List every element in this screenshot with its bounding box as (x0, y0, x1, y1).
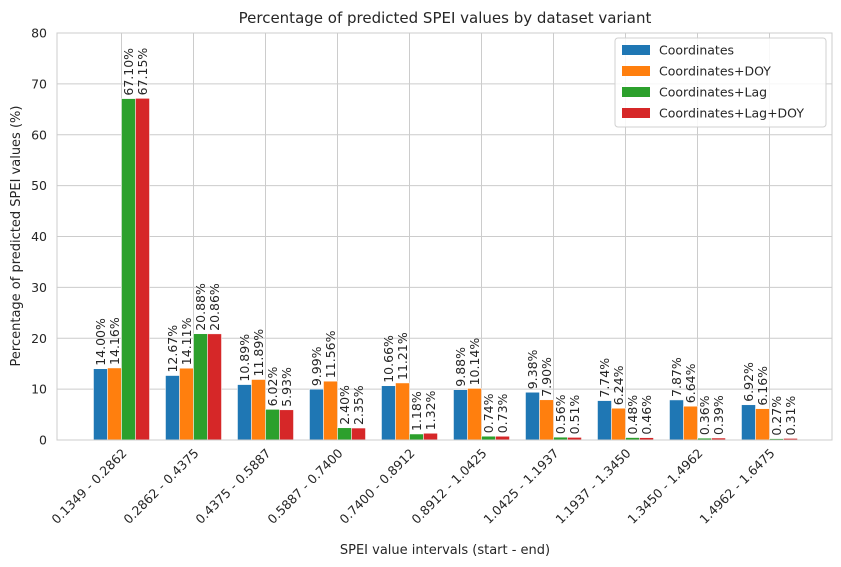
bar-value-label: 7.87% (669, 357, 684, 397)
bar-value-label: 14.00% (93, 318, 108, 366)
bar (669, 399, 684, 441)
y-tick-label: 50 (31, 178, 47, 193)
bars (93, 98, 798, 441)
bar (467, 388, 482, 441)
bar (337, 427, 352, 441)
y-tick-label: 70 (31, 76, 47, 91)
bar-value-label: 12.67% (165, 325, 180, 373)
bar-value-label: 6.64% (683, 363, 698, 403)
bar (309, 388, 324, 441)
bar-value-label: 0.48% (625, 395, 640, 435)
bar (165, 375, 180, 441)
bar (279, 409, 294, 441)
bar-value-label: 67.15% (135, 48, 150, 96)
bar (237, 384, 252, 441)
legend-swatch (622, 108, 650, 118)
y-axis-ticks: 0 10 20 30 40 50 60 70 80 (31, 26, 47, 448)
bar-value-label: 7.74% (597, 358, 612, 398)
plot-border (56, 32, 833, 441)
bar-value-label: 14.11% (179, 317, 194, 365)
bar-value-label: 20.86% (207, 283, 222, 331)
bar-value-label: 1.18% (409, 391, 424, 431)
legend-label: Coordinates+Lag+DOY (659, 106, 804, 121)
bar (755, 408, 770, 441)
y-axis-label: Percentage of predicted SPEI values (%) (9, 106, 24, 367)
bar-value-label: 11.89% (251, 329, 266, 377)
bar-value-label: 6.02% (265, 367, 280, 407)
bar-value-label: 5.93% (279, 367, 294, 407)
bar (525, 392, 540, 441)
bar (351, 427, 366, 441)
bar (395, 382, 410, 441)
bar-value-label: 11.21% (395, 332, 410, 380)
bar-value-label: 10.89% (237, 334, 252, 382)
bar-value-label: 20.88% (193, 283, 208, 331)
bar-value-label: 10.66% (381, 335, 396, 383)
bar-value-label: 6.92% (741, 362, 756, 402)
bar-value-label: 7.90% (539, 357, 554, 397)
bar (193, 333, 208, 441)
bar-value-label: 0.74% (481, 393, 496, 433)
bar (323, 380, 338, 441)
bar (481, 435, 496, 441)
bar (121, 98, 136, 441)
bar (251, 379, 266, 441)
bar-value-label: 6.16% (755, 366, 770, 406)
bar (107, 367, 122, 441)
bar (381, 385, 396, 441)
legend-label: Coordinates+DOY (659, 64, 771, 79)
y-tick-label: 20 (31, 331, 47, 346)
legend-label: Coordinates (659, 43, 734, 58)
legend-swatch (622, 66, 650, 76)
legend: Coordinates Coordinates+DOY Coordinates+La… (614, 37, 827, 128)
bar (93, 368, 108, 441)
bar-value-label: 10.14% (467, 338, 482, 386)
bar (683, 405, 698, 441)
bar-value-label: 2.35% (351, 385, 366, 425)
bar-value-label: 9.88% (453, 347, 468, 387)
y-tick-label: 80 (31, 26, 47, 41)
bar (207, 333, 222, 441)
y-tick-label: 30 (31, 280, 47, 295)
bar (539, 399, 554, 441)
bar-value-label: 0.51% (567, 395, 582, 435)
bar (135, 98, 150, 441)
y-tick-label: 0 (39, 433, 47, 448)
bar-value-label: 0.56% (553, 394, 568, 434)
bar-value-label: 11.56% (323, 330, 338, 378)
bar-value-label: 0.36% (697, 395, 712, 435)
bar (179, 367, 194, 441)
bar (423, 433, 438, 441)
bar-value-label: 9.38% (525, 349, 540, 389)
chart-title: Percentage of predicted SPEI values by d… (239, 9, 652, 27)
data-labels: 14.00% 12.67% 10.89% 9.99% 10.66% 9.88% 9.38% 7… (93, 48, 798, 436)
bar-value-label: 0.73% (495, 393, 510, 433)
bar-value-label: 9.99% (309, 346, 324, 386)
legend-swatch (622, 87, 650, 97)
bar (611, 408, 626, 441)
bar (495, 436, 510, 441)
legend-label: Coordinates+Lag (659, 85, 767, 100)
bar-value-label: 6.24% (611, 365, 626, 405)
bar-value-label: 0.39% (711, 395, 726, 435)
bar (453, 389, 468, 441)
bar-value-label: 67.10% (121, 48, 136, 96)
bar (597, 400, 612, 441)
bar (409, 433, 424, 441)
bar-value-label: 0.27% (769, 396, 784, 436)
legend-swatch (622, 45, 650, 55)
legend-box (614, 37, 827, 128)
bar-value-label: 0.31% (783, 396, 798, 436)
bar-value-label: 1.32% (423, 390, 438, 430)
bar (265, 409, 280, 441)
y-tick-label: 60 (31, 127, 47, 142)
bar-value-label: 0.46% (639, 395, 654, 435)
bar (741, 404, 756, 441)
y-tick-label: 10 (31, 382, 47, 397)
bar-value-label: 14.16% (107, 317, 122, 365)
x-axis-label: SPEI value intervals (start - end) (340, 543, 550, 558)
bar-value-label: 2.40% (337, 385, 352, 425)
y-tick-label: 40 (31, 229, 47, 244)
